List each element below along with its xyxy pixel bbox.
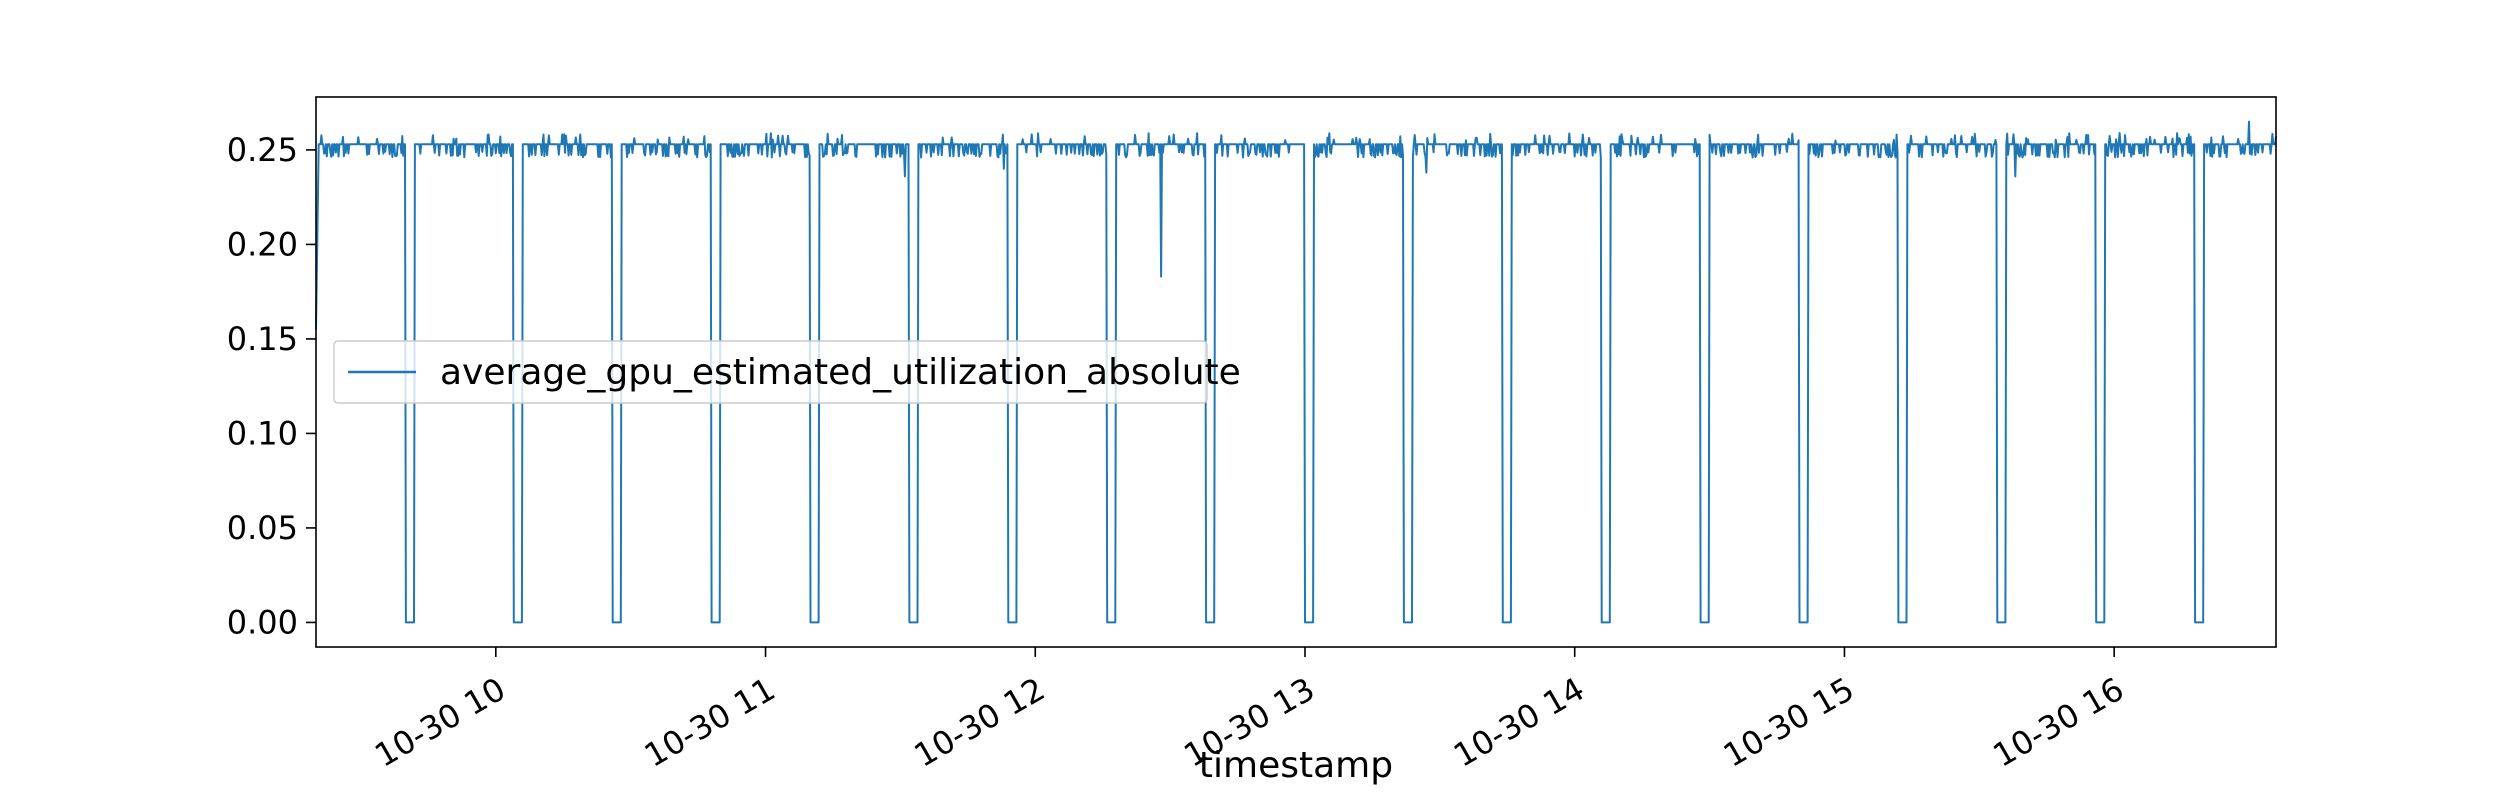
y-tick-label: 0.05: [227, 509, 298, 547]
x-tick-label: 10-30 11: [638, 670, 782, 775]
x-tick-label: 10-30 16: [1987, 670, 2131, 775]
y-axis-ticks: 0.00 0.05 0.10 0.15 0.20 0.25: [227, 131, 316, 641]
y-tick-label: 0.10: [227, 414, 298, 452]
legend-entry-label: average_gpu_estimated_utilization_absolu…: [440, 352, 1241, 393]
legend: average_gpu_estimated_utilization_absolu…: [333, 340, 1241, 404]
y-tick-label: 0.00: [227, 603, 298, 641]
y-tick-label: 0.15: [227, 320, 298, 358]
series-layer: [315, 120, 2277, 624]
x-tick-label: 10-30 15: [1717, 670, 1861, 775]
y-tick-label: 0.20: [227, 225, 298, 263]
y-tick-label: 0.25: [227, 131, 298, 169]
x-tick-label: 10-30 10: [368, 670, 512, 775]
x-tick-label: 10-30 12: [908, 670, 1052, 775]
x-tick-label: 10-30 14: [1447, 670, 1591, 775]
x-axis-label: timestamp: [1199, 745, 1393, 786]
series-line: [315, 120, 2277, 624]
plot-frame: [315, 96, 2277, 648]
legend-box: [333, 340, 1208, 404]
